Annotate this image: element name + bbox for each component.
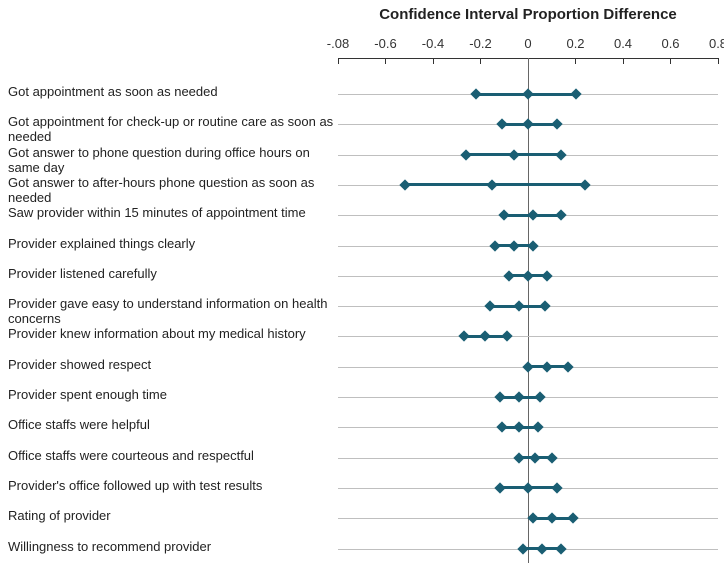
ci-marker bbox=[508, 149, 519, 160]
x-tick-mark bbox=[480, 58, 481, 64]
ci-marker bbox=[513, 422, 524, 433]
ci-marker bbox=[494, 482, 505, 493]
row-label: Provider knew information about my medic… bbox=[8, 327, 338, 342]
ci-marker bbox=[541, 270, 552, 281]
row-label: Provider explained things clearly bbox=[8, 237, 338, 252]
ci-marker bbox=[539, 300, 550, 311]
x-tick-label: 0 bbox=[524, 36, 531, 51]
row-label: Provider gave easy to understand informa… bbox=[8, 297, 338, 327]
ci-marker bbox=[480, 331, 491, 342]
x-tick-mark bbox=[385, 58, 386, 64]
ci-marker bbox=[503, 270, 514, 281]
ci-marker bbox=[487, 179, 498, 190]
x-tick-label: -0.6 bbox=[374, 36, 396, 51]
ci-marker bbox=[527, 513, 538, 524]
x-tick-mark bbox=[433, 58, 434, 64]
ci-marker bbox=[501, 331, 512, 342]
ci-marker bbox=[563, 361, 574, 372]
row-baseline bbox=[338, 336, 718, 337]
ci-marker bbox=[522, 88, 533, 99]
ci-marker bbox=[529, 452, 540, 463]
row-label: Got answer to after-hours phone question… bbox=[8, 176, 338, 206]
ci-marker bbox=[499, 210, 510, 221]
x-tick-label: 0.4 bbox=[614, 36, 632, 51]
row-label: Office staffs were courteous and respect… bbox=[8, 449, 338, 464]
ci-marker bbox=[532, 422, 543, 433]
x-tick-mark bbox=[623, 58, 624, 64]
row-label: Willingness to recommend provider bbox=[8, 540, 338, 555]
ci-marker bbox=[579, 179, 590, 190]
ci-marker bbox=[570, 88, 581, 99]
x-tick-mark bbox=[670, 58, 671, 64]
ci-marker bbox=[551, 119, 562, 130]
ci-marker bbox=[458, 331, 469, 342]
ci-marker bbox=[461, 149, 472, 160]
ci-marker bbox=[556, 149, 567, 160]
ci-marker bbox=[513, 391, 524, 402]
x-tick-label: 0.6 bbox=[661, 36, 679, 51]
row-label: Rating of provider bbox=[8, 509, 338, 524]
ci-marker bbox=[541, 361, 552, 372]
row-label: Got appointment as soon as needed bbox=[8, 85, 338, 100]
ci-marker bbox=[399, 179, 410, 190]
ci-marker bbox=[527, 240, 538, 251]
x-tick-mark bbox=[338, 58, 339, 64]
ci-marker bbox=[494, 391, 505, 402]
row-label: Got answer to phone question during offi… bbox=[8, 146, 338, 176]
ci-marker bbox=[489, 240, 500, 251]
ci-marker bbox=[522, 270, 533, 281]
ci-marker bbox=[522, 119, 533, 130]
ci-marker bbox=[556, 543, 567, 554]
chart-title: Confidence Interval Proportion Differenc… bbox=[338, 6, 718, 23]
x-tick-label: -0.2 bbox=[469, 36, 491, 51]
ci-marker bbox=[496, 422, 507, 433]
ci-marker bbox=[556, 210, 567, 221]
row-label: Provider spent enough time bbox=[8, 388, 338, 403]
x-tick-label: -0.4 bbox=[422, 36, 444, 51]
row-label: Got appointment for check-up or routine … bbox=[8, 115, 338, 145]
x-tick-label: 0.8 bbox=[709, 36, 724, 51]
ci-marker bbox=[534, 391, 545, 402]
ci-marker bbox=[537, 543, 548, 554]
ci-marker bbox=[546, 513, 557, 524]
ci-marker bbox=[527, 210, 538, 221]
ci-marker bbox=[496, 119, 507, 130]
ci-marker bbox=[522, 361, 533, 372]
ci-marker bbox=[551, 482, 562, 493]
x-tick-mark bbox=[575, 58, 576, 64]
ci-marker bbox=[470, 88, 481, 99]
row-label: Provider listened carefully bbox=[8, 267, 338, 282]
row-label: Office staffs were helpful bbox=[8, 418, 338, 433]
ci-marker bbox=[484, 300, 495, 311]
row-label: Provider's office followed up with test … bbox=[8, 479, 338, 494]
ci-marker bbox=[567, 513, 578, 524]
ci-marker bbox=[522, 482, 533, 493]
ci-marker bbox=[513, 452, 524, 463]
x-tick-mark bbox=[718, 58, 719, 64]
row-label: Saw provider within 15 minutes of appoin… bbox=[8, 206, 338, 221]
ci-marker bbox=[508, 240, 519, 251]
ci-marker bbox=[546, 452, 557, 463]
x-tick-label: -.08 bbox=[327, 36, 349, 51]
ci-marker bbox=[513, 300, 524, 311]
x-tick-label: 0.2 bbox=[566, 36, 584, 51]
row-label: Provider showed respect bbox=[8, 358, 338, 373]
